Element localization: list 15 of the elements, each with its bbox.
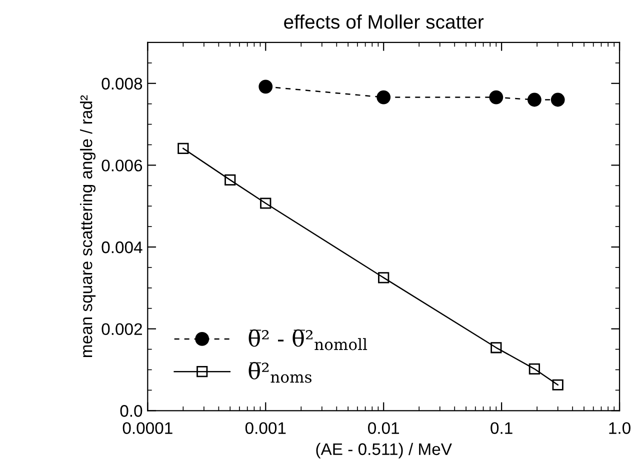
x-axis-title: (AE - 0.511) / MeV <box>316 442 452 458</box>
y-tick-label: 0.0 <box>120 405 142 417</box>
y-tick-label: 0.006 <box>102 160 142 172</box>
x-tick-label: 1.0 <box>609 422 630 434</box>
legend-label: θ̅² - θ̅²$_{nomoll}$ <box>248 329 368 350</box>
x-tick-label: 0.0001 <box>122 422 172 434</box>
y-tick-label: 0.004 <box>102 241 142 254</box>
x-tick-label: 0.01 <box>368 422 399 434</box>
y-axis-title: mean square scattering angle / rad² <box>80 95 96 357</box>
x-tick-label: 0.1 <box>490 422 512 434</box>
chart-title: effects of Moller scatter <box>284 14 484 29</box>
x-tick-label: 0.001 <box>245 422 286 434</box>
legend-label: θ̅²$_{noms}$ <box>248 362 312 383</box>
y-tick-label: 0.002 <box>102 323 142 336</box>
y-tick-label: 0.008 <box>102 78 142 90</box>
